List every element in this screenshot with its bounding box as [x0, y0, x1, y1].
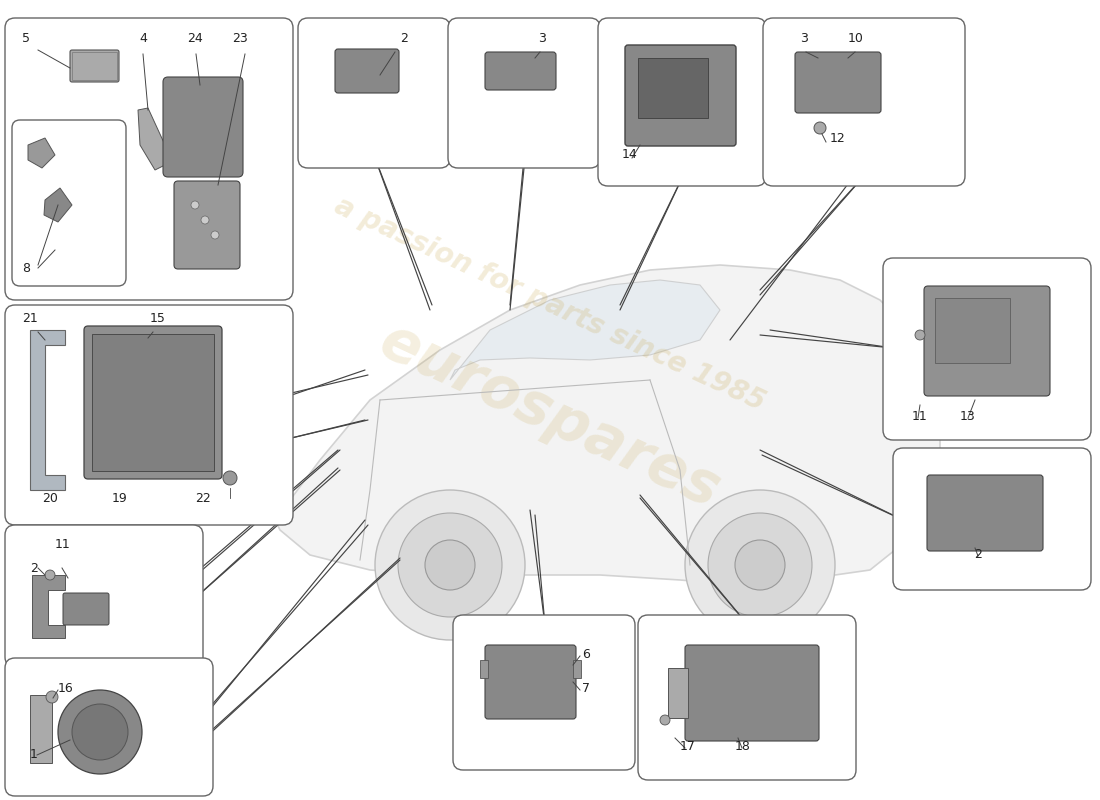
- FancyBboxPatch shape: [685, 645, 820, 741]
- Polygon shape: [270, 265, 940, 585]
- FancyBboxPatch shape: [336, 49, 399, 93]
- FancyBboxPatch shape: [84, 326, 222, 479]
- FancyBboxPatch shape: [12, 120, 126, 286]
- FancyBboxPatch shape: [448, 18, 600, 168]
- Polygon shape: [138, 108, 175, 170]
- Circle shape: [735, 540, 785, 590]
- Circle shape: [211, 231, 219, 239]
- Text: 10: 10: [848, 32, 864, 45]
- Text: 22: 22: [195, 492, 211, 505]
- Text: 12: 12: [830, 132, 846, 145]
- Text: 11: 11: [912, 410, 927, 423]
- FancyBboxPatch shape: [795, 52, 881, 113]
- FancyBboxPatch shape: [638, 615, 856, 780]
- Text: 8: 8: [22, 262, 30, 275]
- FancyBboxPatch shape: [6, 658, 213, 796]
- Text: 2: 2: [400, 32, 408, 45]
- Circle shape: [58, 690, 142, 774]
- Text: 23: 23: [232, 32, 248, 45]
- Text: 2: 2: [30, 562, 37, 575]
- Text: 7: 7: [582, 682, 590, 695]
- FancyBboxPatch shape: [6, 305, 293, 525]
- Text: 3: 3: [538, 32, 546, 45]
- Text: 2: 2: [975, 548, 982, 561]
- Circle shape: [685, 490, 835, 640]
- Text: 17: 17: [680, 740, 696, 753]
- Bar: [72, 52, 117, 80]
- Polygon shape: [450, 280, 720, 380]
- Text: 5: 5: [22, 32, 30, 45]
- Text: 18: 18: [735, 740, 751, 753]
- Circle shape: [425, 540, 475, 590]
- Bar: [30, 695, 52, 763]
- Bar: [668, 668, 688, 718]
- Polygon shape: [30, 330, 65, 490]
- Text: 14: 14: [621, 148, 638, 161]
- Text: 1: 1: [30, 748, 37, 761]
- Polygon shape: [32, 575, 65, 638]
- Text: 11: 11: [55, 538, 70, 551]
- Text: 15: 15: [150, 312, 166, 325]
- Text: 3: 3: [800, 32, 807, 45]
- FancyBboxPatch shape: [163, 77, 243, 177]
- Bar: [92, 334, 214, 471]
- Text: eurospares: eurospares: [371, 312, 729, 520]
- FancyBboxPatch shape: [893, 448, 1091, 590]
- Bar: [935, 298, 1010, 363]
- FancyBboxPatch shape: [453, 615, 635, 770]
- FancyBboxPatch shape: [6, 18, 293, 300]
- Text: 13: 13: [960, 410, 976, 423]
- FancyBboxPatch shape: [174, 181, 240, 269]
- Circle shape: [660, 715, 670, 725]
- FancyBboxPatch shape: [6, 525, 204, 667]
- Circle shape: [375, 490, 525, 640]
- FancyBboxPatch shape: [763, 18, 965, 186]
- FancyBboxPatch shape: [927, 475, 1043, 551]
- Circle shape: [708, 513, 812, 617]
- Text: 4: 4: [139, 32, 147, 45]
- Bar: [480, 660, 488, 678]
- Text: 6: 6: [582, 648, 590, 661]
- Text: 20: 20: [42, 492, 58, 505]
- FancyBboxPatch shape: [625, 45, 736, 146]
- Circle shape: [398, 513, 502, 617]
- FancyBboxPatch shape: [485, 645, 576, 719]
- Bar: [638, 58, 708, 118]
- Circle shape: [223, 471, 236, 485]
- Text: 16: 16: [58, 682, 74, 695]
- Circle shape: [46, 691, 58, 703]
- Circle shape: [201, 216, 209, 224]
- Bar: [573, 660, 581, 678]
- Circle shape: [45, 570, 55, 580]
- FancyBboxPatch shape: [598, 18, 766, 186]
- Text: 19: 19: [112, 492, 128, 505]
- FancyBboxPatch shape: [70, 50, 119, 82]
- Text: 21: 21: [22, 312, 37, 325]
- Circle shape: [915, 330, 925, 340]
- Text: a passion for parts since 1985: a passion for parts since 1985: [330, 192, 770, 416]
- Polygon shape: [28, 138, 55, 168]
- FancyBboxPatch shape: [924, 286, 1050, 396]
- Text: 24: 24: [187, 32, 202, 45]
- FancyBboxPatch shape: [883, 258, 1091, 440]
- Circle shape: [814, 122, 826, 134]
- Circle shape: [72, 704, 128, 760]
- FancyBboxPatch shape: [485, 52, 556, 90]
- FancyBboxPatch shape: [63, 593, 109, 625]
- FancyBboxPatch shape: [298, 18, 450, 168]
- Polygon shape: [44, 188, 72, 222]
- Circle shape: [191, 201, 199, 209]
